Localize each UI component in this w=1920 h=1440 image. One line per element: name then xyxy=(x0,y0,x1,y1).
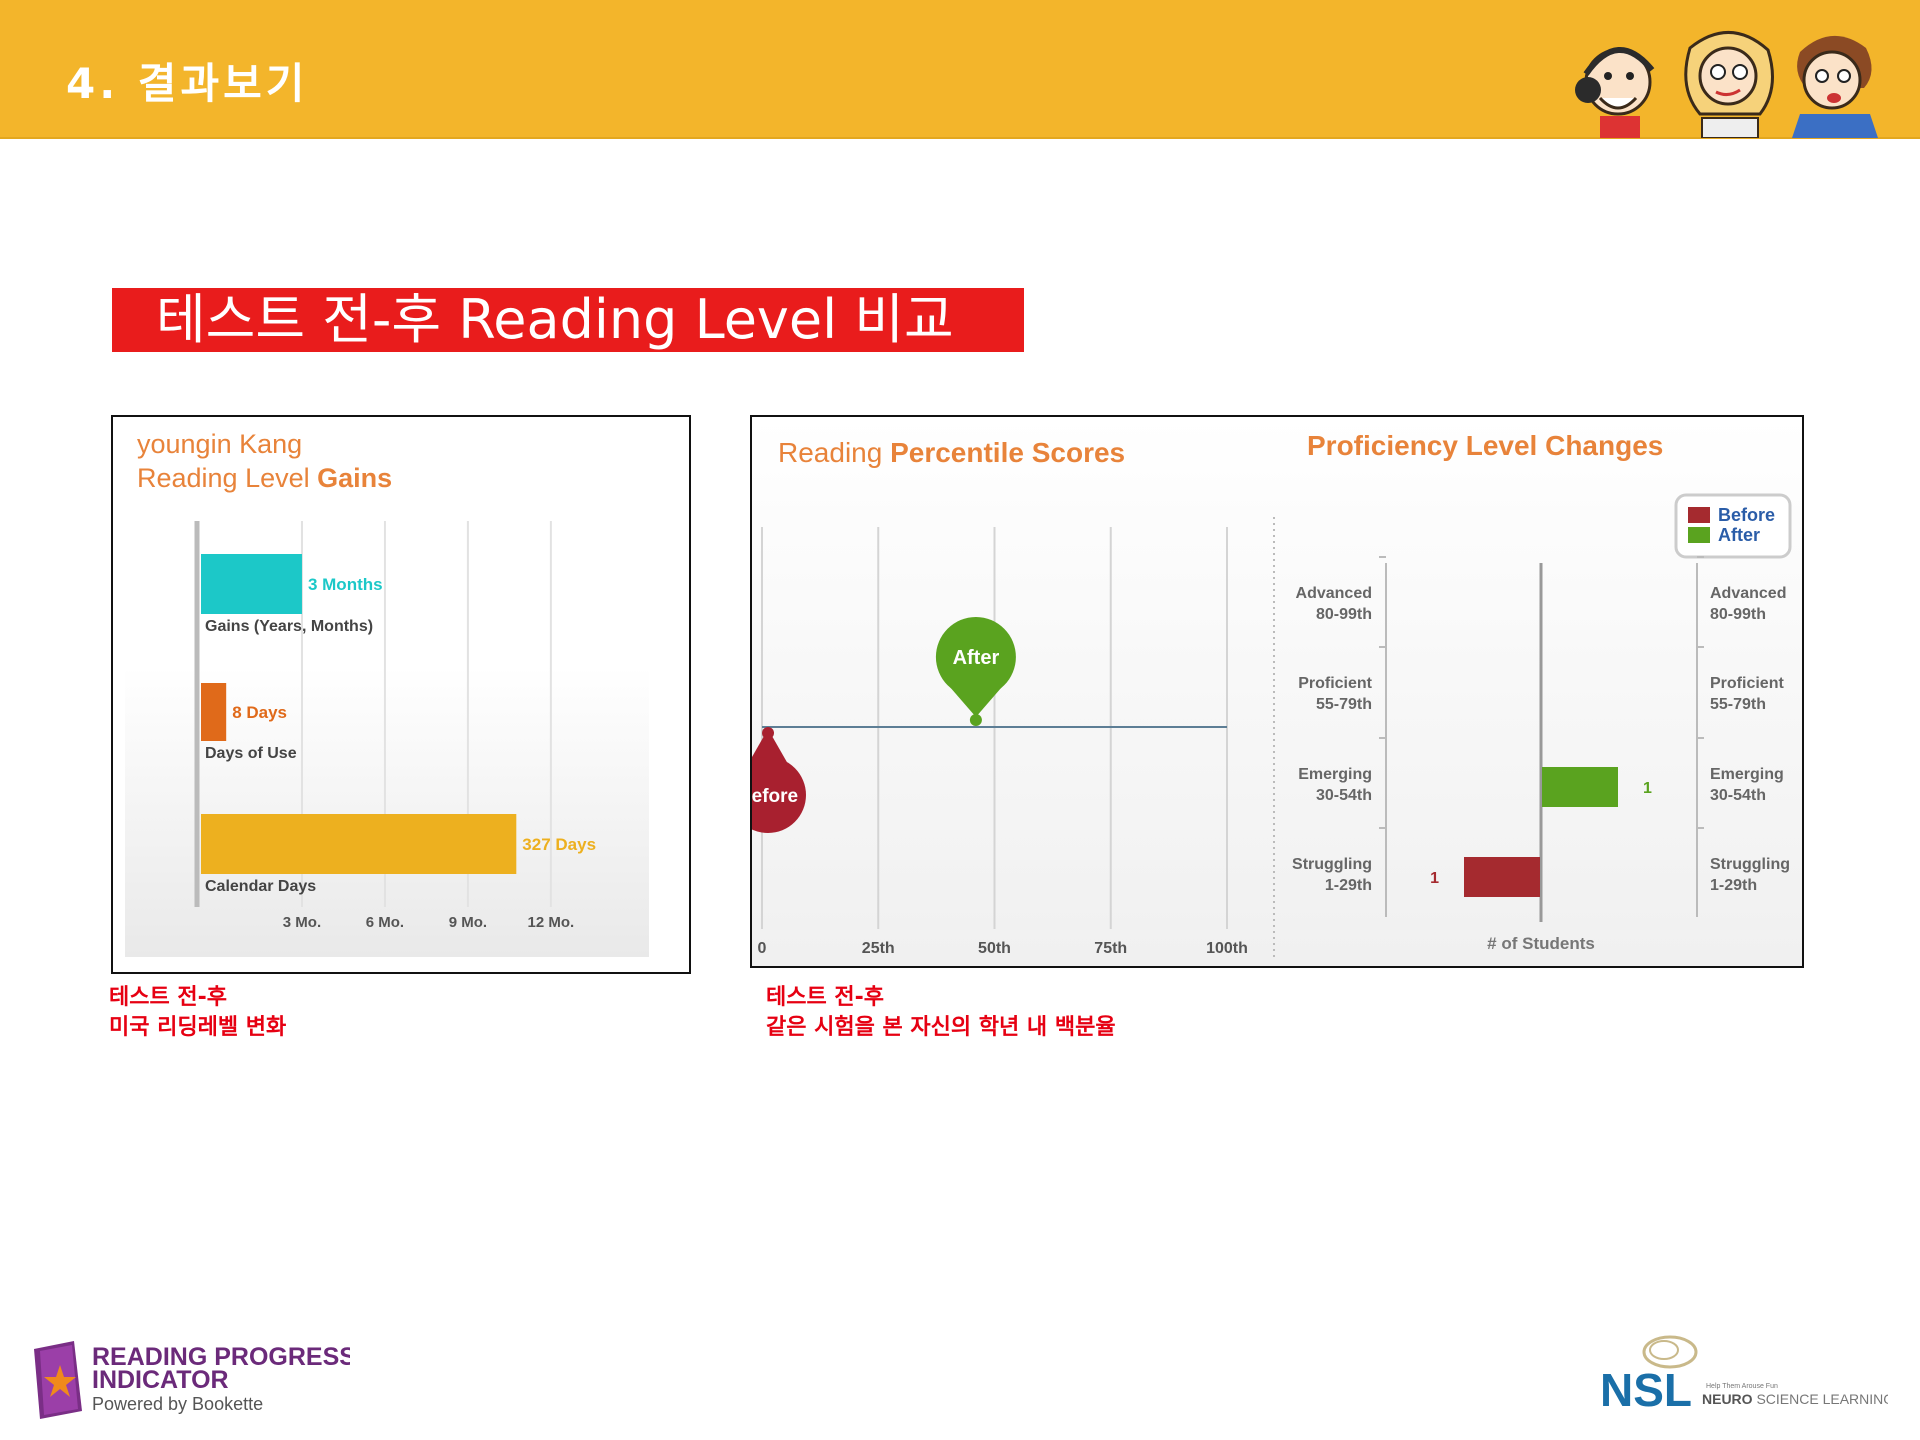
svg-text:Help Them Arouse Fun: Help Them Arouse Fun xyxy=(1706,1383,1778,1390)
prof-level-name-right: Proficient xyxy=(1710,675,1784,692)
gains-bars: 3 Months 8 Days 327 Days xyxy=(201,554,596,874)
gains-category-labels: Gains (Years, Months) Days of Use Calendar… xyxy=(205,618,373,895)
cartoon-kids-illustration xyxy=(1575,31,1878,138)
percentile-markers: Before After xyxy=(730,617,1016,833)
gains-bar xyxy=(201,554,302,614)
nsl-logo: NSL Help Them Arouse Fun NEURO SCIENCE L… xyxy=(1600,1335,1888,1415)
prof-bar-before-label: 1 xyxy=(1430,870,1439,887)
prof-level-name-right: Advanced xyxy=(1710,585,1786,602)
prof-bar-after-label: 1 xyxy=(1643,780,1652,797)
reading-progress-indicator-logo: READING PROGRESS INDICATOR Powered by Bo… xyxy=(34,1341,350,1419)
gains-chart: youngin Kang Reading Level Gains 3 Month… xyxy=(125,429,649,957)
prof-level-range-left: 80-99th xyxy=(1316,606,1372,623)
gains-tick-labels: 3 Mo. 6 Mo. 9 Mo. 12 Mo. xyxy=(283,914,574,931)
prof-level-range-right: 80-99th xyxy=(1710,606,1766,623)
gains-bar xyxy=(201,814,517,874)
nsl-name: NEURO SCIENCE LEARNING xyxy=(1702,1391,1888,1407)
gains-category-label: Calendar Days xyxy=(205,878,316,895)
svg-text:NSL: NSL xyxy=(1600,1364,1692,1415)
svg-text:READING PROGRESS: READING PROGRESS xyxy=(92,1343,350,1371)
prof-level-name-left: Struggling xyxy=(1292,856,1372,873)
prof-level-name-left: Emerging xyxy=(1298,766,1372,783)
prof-level-range-left: 30-54th xyxy=(1316,787,1372,804)
svg-text:INDICATOR: INDICATOR xyxy=(92,1366,229,1394)
prof-level-range-left: 1-29th xyxy=(1325,877,1372,894)
legend-before-swatch xyxy=(1688,507,1710,523)
prof-level-range-right: 1-29th xyxy=(1710,877,1757,894)
percentile-tick-label: 25th xyxy=(862,940,895,957)
after-marker: After xyxy=(935,617,1016,726)
gains-category-label: Days of Use xyxy=(205,745,297,762)
gains-data-label: 3 Months xyxy=(308,575,383,594)
gains-bar xyxy=(201,683,227,741)
panel-background xyxy=(752,417,1802,966)
legend-after-label: After xyxy=(1718,525,1760,545)
prof-level-name-right: Struggling xyxy=(1710,856,1790,873)
caption-left: 테스트 전-후 미국 리딩레벨 변화 xyxy=(109,983,286,1043)
gains-data-label: 327 Days xyxy=(522,835,596,854)
gains-title: Reading Level Gains xyxy=(137,463,392,493)
caption-right-line1: 테스트 전-후 xyxy=(766,985,884,1010)
percentile-tick-labels: 0 25th 50th 75th 100th xyxy=(758,940,1248,957)
section-title: 4. 결과보기 xyxy=(66,59,309,108)
gains-tick-label: 12 Mo. xyxy=(528,914,575,931)
proficiency-x-label: # of Students xyxy=(1487,934,1595,953)
percentile-tick-label: 75th xyxy=(1094,940,1127,957)
prof-level-range-right: 55-79th xyxy=(1710,696,1766,713)
caption-right: 테스트 전-후 같은 시험을 본 자신의 학년 내 백분율 xyxy=(766,983,1116,1043)
proficiency-bars: 11 xyxy=(1430,767,1652,897)
header-bar: 4. 결과보기 xyxy=(0,0,1920,139)
legend-before-label: Before xyxy=(1718,505,1775,525)
after-marker-label: After xyxy=(953,647,1000,669)
student-name: youngin Kang xyxy=(137,429,302,459)
proficiency-title: Proficiency Level Changes xyxy=(1307,430,1663,461)
legend-after-swatch xyxy=(1688,527,1710,543)
proficiency-legend: Before After xyxy=(1674,493,1792,559)
percentile-title: Reading Percentile Scores xyxy=(778,437,1125,468)
caption-right-line2: 같은 시험을 본 자신의 학년 내 백분율 xyxy=(766,1015,1116,1040)
star-icon xyxy=(44,1365,76,1397)
brain-icon xyxy=(1642,1335,1698,1369)
percentile-tick-label: 100th xyxy=(1206,940,1248,957)
prof-level-range-left: 55-79th xyxy=(1316,696,1372,713)
percentile-tick-label: 50th xyxy=(978,940,1011,957)
prof-level-name-left: Proficient xyxy=(1298,675,1372,692)
proficiency-level-labels: Advanced 80-99th Advanced 80-99th Proficient… xyxy=(1292,556,1790,894)
caption-left-line2: 미국 리딩레벨 변화 xyxy=(109,1015,287,1040)
gains-tick-label: 3 Mo. xyxy=(283,914,321,931)
percentile-tick-label: 0 xyxy=(758,940,767,957)
gains-category-label: Gains (Years, Months) xyxy=(205,618,373,635)
prof-level-range-right: 30-54th xyxy=(1710,787,1766,804)
before-marker-label: Before xyxy=(752,786,798,807)
prof-bar-before xyxy=(1464,857,1540,897)
gains-data-label: 8 Days xyxy=(232,703,287,722)
prof-bar-after xyxy=(1542,767,1618,807)
main-title: 테스트 전-후 Reading Level 비교 xyxy=(112,288,1024,352)
prof-level-name-right: Emerging xyxy=(1710,766,1784,783)
gains-tick-label: 6 Mo. xyxy=(366,914,404,931)
caption-left-line1: 테스트 전-후 xyxy=(109,985,227,1010)
gains-tick-label: 9 Mo. xyxy=(449,914,487,931)
svg-text:Powered by Bookette: Powered by Bookette xyxy=(92,1394,263,1414)
prof-level-name-left: Advanced xyxy=(1296,585,1372,602)
gains-chart-panel: youngin Kang Reading Level Gains 3 Month… xyxy=(111,415,691,974)
